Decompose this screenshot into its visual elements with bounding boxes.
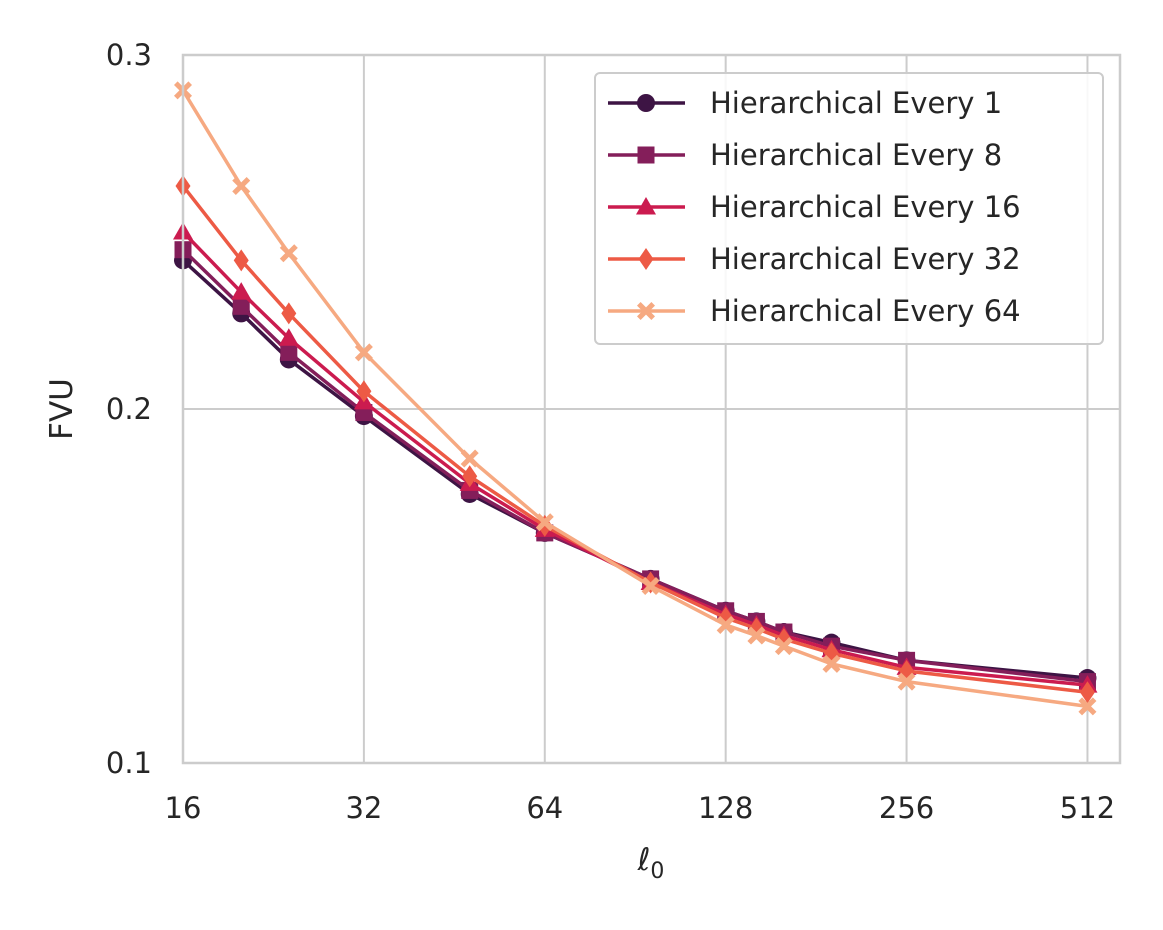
legend-label: Hierarchical Every 16 (710, 190, 1021, 224)
data-point-marker (822, 654, 841, 673)
y-tick-labels: 0.1 0.2 0.3 (106, 38, 152, 780)
legend-item: Hierarchical Every 64 (608, 294, 1021, 328)
legend-label: Hierarchical Every 1 (710, 86, 1002, 120)
data-point-marker (460, 449, 479, 468)
data-point-marker (233, 249, 249, 272)
data-point-marker (231, 282, 252, 300)
data-point-marker (535, 513, 554, 532)
legend-item: Hierarchical Every 16 (608, 190, 1021, 224)
data-point-marker (462, 465, 478, 488)
x-tick-label: 128 (698, 791, 753, 825)
x-tick-label: 512 (1060, 791, 1115, 825)
data-point-marker (747, 626, 766, 645)
data-point-marker (279, 244, 298, 263)
x-tick-label: 256 (879, 791, 934, 825)
series-layer (173, 81, 1098, 716)
x-axis-title: ℓ0 (637, 842, 665, 884)
data-point-marker (356, 380, 372, 403)
data-point-marker (637, 94, 655, 112)
data-point-marker (354, 343, 373, 362)
legend-item: Hierarchical Every 8 (608, 138, 1002, 172)
data-point-marker (1079, 681, 1095, 704)
x-axis-title-main: ℓ (637, 842, 651, 878)
x-tick-label: 64 (526, 791, 563, 825)
data-point-marker (716, 615, 735, 634)
legend-box (594, 72, 1104, 345)
y-tick-label: 0.2 (106, 392, 152, 426)
data-point-marker (638, 248, 654, 270)
legend-label: Hierarchical Every 32 (710, 242, 1021, 276)
series-hierarchical-every-64 (174, 81, 1097, 716)
data-point-marker (774, 637, 793, 656)
data-point-marker (897, 672, 916, 691)
plot-frame (181, 53, 1122, 765)
data-point-marker (278, 328, 299, 346)
data-point-marker (232, 297, 250, 315)
data-point-marker (637, 146, 655, 164)
data-point-marker (641, 577, 660, 595)
x-tick-label: 16 (165, 791, 202, 825)
legend-label: Hierarchical Every 8 (710, 138, 1002, 172)
y-tick-label: 0.3 (106, 38, 152, 72)
x-tick-label: 32 (345, 791, 382, 825)
data-point-marker (637, 302, 655, 320)
data-point-marker (1078, 697, 1097, 716)
legend: Hierarchical Every 1 Hierarchical Every 8… (594, 72, 1104, 345)
legend-label: Hierarchical Every 64 (710, 294, 1021, 328)
x-tick-labels: 16 32 64 128 256 512 (165, 791, 1116, 825)
y-tick-label: 0.1 (106, 746, 152, 780)
data-point-marker (636, 197, 656, 215)
legend-item: Hierarchical Every 1 (608, 86, 1002, 120)
data-point-marker (281, 302, 297, 325)
data-point-marker (280, 343, 298, 361)
legend-item: Hierarchical Every 32 (608, 242, 1021, 276)
y-axis-title: FVU (44, 378, 80, 440)
x-axis-title-subscript: 0 (650, 859, 664, 884)
data-point-marker (232, 176, 251, 195)
